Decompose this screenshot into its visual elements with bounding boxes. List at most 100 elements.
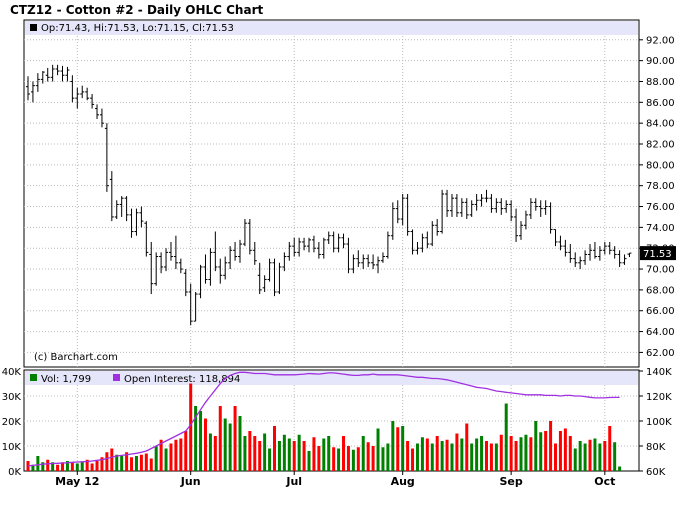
ohlc-bar: [277, 262, 282, 295]
volume-bar: [598, 443, 602, 471]
volume-bar: [563, 428, 567, 471]
volume-bar: [386, 443, 390, 471]
ohlc-bar: [173, 235, 178, 270]
volume-bar: [277, 441, 281, 471]
ohlc-bar: [558, 235, 563, 251]
volume-legend-label: Vol: 1,799: [41, 374, 91, 385]
price-tick-label: 74.00: [646, 223, 675, 234]
ohlc-bar: [405, 194, 410, 236]
volume-bar: [435, 436, 439, 471]
ohlc-bar: [55, 64, 60, 76]
ohlc-bar: [627, 252, 632, 258]
volume-bar: [189, 383, 193, 471]
price-tick-label: 84.00: [646, 119, 675, 130]
volume-bar: [401, 426, 405, 471]
chart-title: CTZ12 - Cotton #2 - Daily OHLC Chart: [10, 3, 263, 17]
volume-bar: [302, 441, 306, 471]
ohlc-bar: [528, 198, 533, 220]
volume-tick-label: 40K: [2, 367, 22, 378]
ohlc-bar: [612, 246, 617, 259]
ohlc-bar: [440, 189, 445, 234]
ohlc-bar: [95, 104, 100, 119]
ohlc-bar: [70, 75, 75, 103]
ohlc-bar: [164, 248, 169, 272]
volume-bar: [588, 439, 592, 471]
ohlc-bar: [588, 244, 593, 261]
ohlc-bar: [203, 254, 208, 284]
ohlc-bar: [188, 283, 193, 326]
volume-bar: [223, 418, 227, 471]
volume-bar: [573, 448, 577, 471]
ohlc-bar: [568, 244, 573, 263]
volume-bar: [445, 439, 449, 471]
ohlc-bar: [331, 231, 336, 253]
ohlc-bar: [410, 229, 415, 255]
volume-bar: [406, 441, 410, 471]
ohlc-bar: [494, 198, 499, 213]
ohlc-bar: [302, 237, 307, 251]
ohlc-bar: [228, 246, 233, 270]
volume-bar: [484, 441, 488, 471]
ohlc-bar: [35, 73, 40, 92]
price-tick-label: 70.00: [646, 265, 675, 276]
volume-bar: [371, 446, 375, 471]
volume-bar: [120, 456, 124, 471]
ohlc-bar: [168, 241, 173, 261]
volume-bar: [164, 448, 168, 471]
ohlc-bar: [400, 194, 405, 226]
volume-bar: [593, 438, 597, 471]
volume-bar: [529, 437, 533, 471]
volume-bar: [361, 436, 365, 471]
price-tick-label: 76.00: [646, 202, 675, 213]
volume-bar: [213, 436, 217, 471]
oi-tick-label: 80K: [646, 442, 666, 453]
volume-bar: [46, 459, 50, 471]
price-tick-label: 82.00: [646, 140, 675, 151]
volume-bar: [199, 411, 203, 471]
ohlc-bar: [484, 189, 489, 203]
ohlc-bar: [159, 252, 164, 274]
volume-axis: 40K 30K 20K 10K 0K: [2, 367, 22, 478]
month-axis: May 12 Jun Jul Aug Sep Oct: [55, 471, 615, 488]
ohlc-bar: [469, 200, 474, 217]
volume-bar: [608, 426, 612, 471]
volume-bar: [169, 443, 173, 471]
ohlc-bar: [361, 254, 366, 270]
month-label: Jun: [180, 475, 201, 488]
ohlc-bar: [257, 262, 262, 295]
volume-bar: [411, 448, 415, 471]
volume-bar: [41, 462, 45, 471]
volume-info-bar: [25, 371, 638, 385]
ohlc-bar: [479, 194, 484, 207]
ohlc-bar: [307, 237, 312, 253]
oi-legend-swatch: [113, 374, 120, 381]
oi-tick-label: 140K: [646, 367, 672, 378]
ohlc-bar: [124, 196, 129, 222]
volume-bar: [430, 443, 434, 471]
volume-bar: [100, 457, 104, 471]
ohlc-bar: [376, 256, 381, 274]
ohlc-bar: [65, 66, 70, 82]
ohlc-bar: [499, 198, 504, 215]
volume-bar: [342, 436, 346, 471]
ohlc-bar: [213, 231, 218, 272]
volume-bar: [179, 438, 183, 471]
volume-bar: [603, 441, 607, 471]
ohlc-bar: [198, 264, 203, 299]
volume-bar: [425, 438, 429, 471]
volume-bar: [337, 448, 341, 471]
volume-bar: [115, 454, 119, 471]
ohlc-bar: [80, 85, 85, 99]
price-tick-label: 66.00: [646, 306, 675, 317]
volume-bar: [297, 434, 301, 471]
volume-bar: [327, 436, 331, 471]
ohlc-bar: [602, 241, 607, 255]
ohlc-bar: [119, 196, 124, 217]
volume-bar: [263, 433, 267, 471]
ohlc-bar: [208, 248, 213, 286]
copyright-label: (c) Barchart.com: [34, 352, 118, 363]
volume-bar: [558, 431, 562, 471]
volume-bar: [499, 434, 503, 471]
volume-bar: [514, 441, 518, 471]
